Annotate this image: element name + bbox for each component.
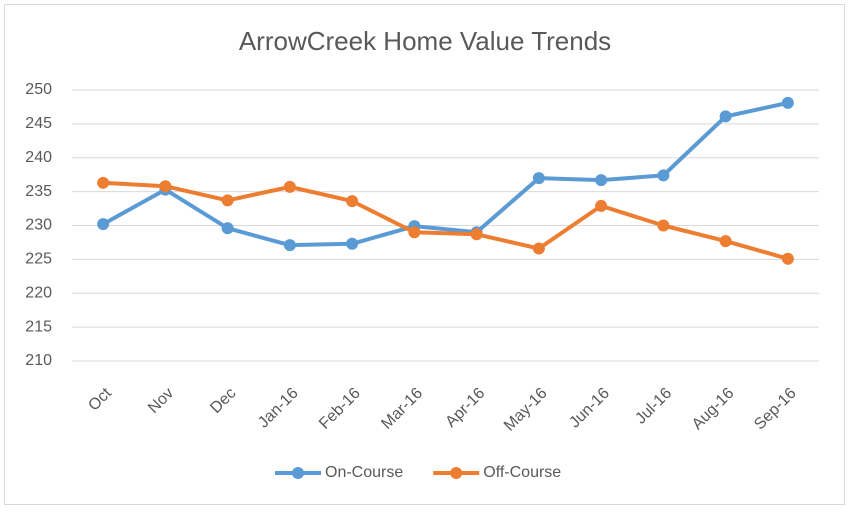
legend-marker [292,467,304,479]
data-point [97,176,110,189]
legend-label: Off-Course [483,464,561,481]
data-point [595,199,608,212]
data-point [719,110,732,123]
data-point [283,180,296,193]
series-line [103,180,789,261]
y-tick-label: 225 [25,251,52,268]
chart-title: ArrowCreek Home Value Trends [239,26,611,56]
legend-marker [450,467,463,479]
y-tick-label: 250 [25,81,52,98]
legend-label: On-Course [325,464,403,481]
y-tick-label: 220 [25,284,52,301]
data-point [657,219,670,232]
data-point [408,226,421,239]
data-point [719,235,732,248]
y-tick-label: 240 [25,149,52,166]
y-tick-label: 245 [25,115,52,132]
data-point [283,239,296,252]
y-tick-label: 235 [25,183,52,200]
data-point [346,195,359,208]
data-point [781,96,794,109]
y-tick-label: 215 [25,318,52,335]
data-point [221,194,234,207]
data-point [532,172,545,185]
data-point [346,237,359,250]
data-point [470,228,483,241]
series-line [102,100,789,248]
data-point [221,222,234,235]
data-point [781,252,794,265]
data-point [595,174,608,187]
y-tick-label: 210 [25,352,52,369]
chart-border [4,4,845,505]
data-point [532,242,545,255]
y-tick-label: 230 [25,217,52,234]
data-point [97,218,110,231]
data-point [159,180,172,193]
data-point [657,169,670,182]
